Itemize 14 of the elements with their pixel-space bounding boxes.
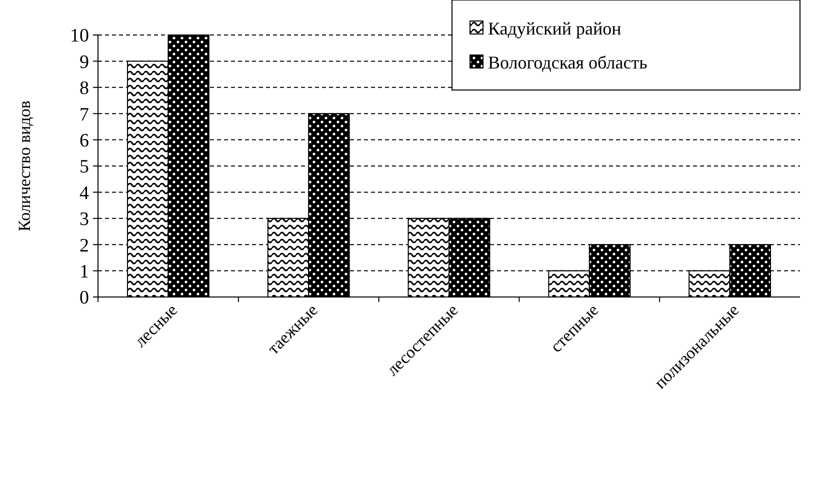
- legend-label: Кадуйский район: [488, 18, 622, 38]
- y-tick-label: 9: [80, 52, 89, 73]
- y-tick-label: 8: [80, 78, 89, 100]
- y-tick-label: 4: [80, 182, 90, 204]
- y-tick-label: 1: [80, 261, 89, 282]
- y-tick-label: 7: [80, 104, 89, 126]
- y-tick-label: 3: [80, 209, 89, 230]
- y-axis-title: Количество видов: [15, 100, 34, 232]
- y-tick-label: 5: [80, 156, 89, 178]
- y-tick-label: 0: [80, 288, 89, 309]
- y-tick-label: 10: [70, 26, 89, 47]
- legend-label: Вологодская область: [488, 52, 648, 72]
- y-tick-label: 6: [80, 130, 89, 152]
- y-tick-label: 2: [80, 235, 89, 256]
